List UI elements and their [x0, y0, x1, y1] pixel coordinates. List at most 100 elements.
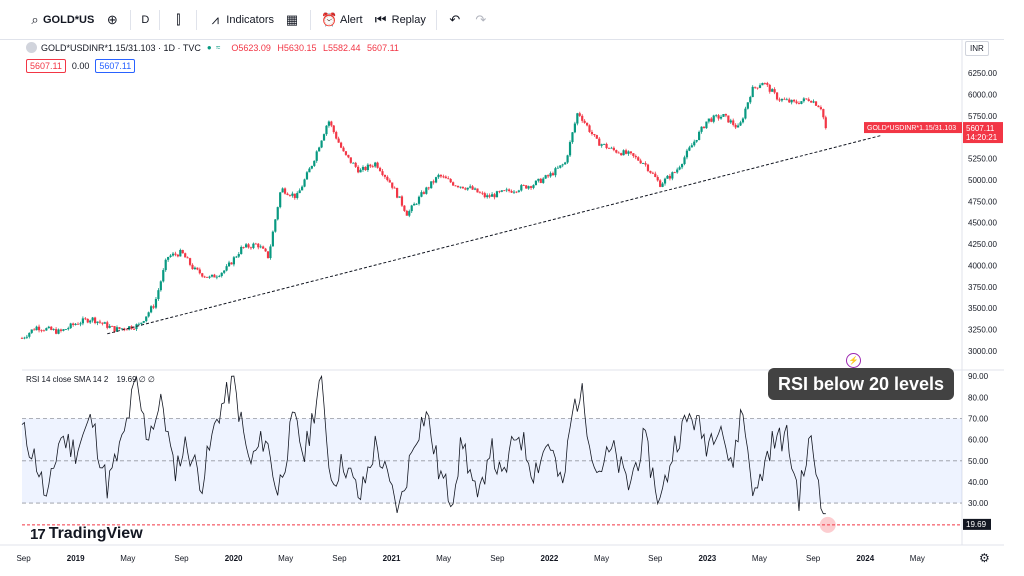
price-tick-label: 3000.00: [968, 347, 997, 356]
trendline[interactable]: [107, 135, 882, 335]
candle-body: [415, 203, 418, 205]
candle-body: [651, 172, 654, 174]
candle-body: [283, 188, 287, 194]
candle-body: [67, 328, 70, 330]
candle-body: [488, 195, 491, 197]
redo-button[interactable]: ↷: [468, 6, 494, 34]
candle-body: [391, 182, 394, 188]
candle-body: [581, 115, 584, 121]
candle-body: [778, 99, 781, 101]
rsi-pane: [21, 374, 962, 533]
candle-body: [330, 121, 333, 126]
layouts-button[interactable]: ▦: [279, 6, 305, 34]
candle-body: [79, 323, 82, 325]
interval-button[interactable]: D: [136, 6, 154, 34]
candle-body: [125, 329, 128, 331]
candle-body: [802, 98, 805, 102]
candle-body: [279, 192, 282, 208]
candle-body: [142, 321, 145, 323]
candle-body: [522, 185, 525, 186]
candle-body: [59, 329, 63, 331]
candle-body: [403, 205, 406, 211]
rsi-last-value: 19.69: [966, 520, 987, 529]
indicators-button[interactable]: ⩘ Indicators: [202, 6, 279, 34]
candle-body: [174, 253, 177, 255]
last-price-value: 5607.11: [966, 124, 995, 133]
currency-label[interactable]: INR: [965, 41, 989, 56]
candle-body: [537, 178, 540, 181]
candle-body: [761, 83, 764, 86]
candle-body: [637, 157, 640, 161]
time-axis[interactable]: Sep 2019 May Sep 2020 May Sep 2021 May Sep 2022 May…: [0, 544, 1004, 563]
candle-body: [76, 323, 80, 325]
candle-body: [690, 145, 693, 148]
sell-price-box[interactable]: 5607.11: [26, 59, 66, 73]
candle-body: [147, 312, 150, 317]
candle-body: [227, 262, 231, 267]
rsi-tick-label: 60.00: [968, 436, 989, 445]
candle-body: [25, 336, 28, 338]
undo-button[interactable]: ↶: [442, 6, 468, 34]
candle-body: [169, 255, 172, 257]
candle-body: [505, 189, 508, 191]
candle-body: [576, 113, 579, 124]
candle-body: [710, 118, 713, 122]
tv-mark-icon: 17: [30, 525, 46, 543]
candle-body: [162, 270, 165, 282]
interval-label: D: [141, 13, 150, 26]
price-tick-label: 5750.00: [968, 112, 997, 121]
candle-body: [508, 189, 511, 192]
symbol-legend: GOLD*USDINR*1.15/31.103 · 1D · TVC ● ≈ O…: [26, 42, 403, 53]
symbol-search[interactable]: ⌕ GOLD*US: [22, 6, 99, 34]
candle-body: [400, 196, 404, 206]
lightning-icon[interactable]: ⚡: [846, 353, 861, 368]
candle-body: [800, 101, 803, 104]
candle-body: [566, 155, 569, 163]
candle-body: [447, 178, 450, 180]
candle-body: [532, 185, 535, 188]
price-tick-label: 5250.00: [968, 155, 997, 164]
candle-body: [439, 174, 443, 177]
rsi-axis[interactable]: 30.00 40.00 50.00 60.00 70.00 80.00 90.00 19.69: [963, 372, 991, 530]
candle-body: [822, 109, 825, 118]
alert-label: Alert: [340, 13, 363, 26]
candle-body: [529, 186, 533, 188]
buy-price-box[interactable]: 5607.11: [95, 59, 136, 73]
candle-body: [768, 84, 771, 92]
time-tick-label: May: [120, 554, 135, 563]
candle-body: [705, 121, 708, 129]
price-axis[interactable]: 3000.00 3250.00 3500.00 3750.00 4000.00 4250.…: [864, 69, 1003, 356]
time-tick-label: Sep: [806, 554, 821, 563]
chart-type-button[interactable]: ⫿: [165, 6, 191, 34]
candle-body: [320, 140, 323, 148]
ohlc-values: O5623.09 H5630.15 L5582.44 5607.11: [231, 43, 403, 53]
rsi-last-marker: [819, 516, 836, 533]
settings-gear-icon[interactable]: ⚙: [979, 551, 990, 565]
candle-body: [783, 98, 786, 100]
compare-button[interactable]: ⊕: [99, 6, 125, 34]
candle-body: [668, 175, 671, 179]
candle-body: [417, 196, 421, 204]
candle-body: [184, 253, 187, 258]
candle-body: [739, 122, 742, 126]
candle-body: [434, 177, 438, 183]
alert-button[interactable]: ⏰ Alert: [316, 6, 368, 34]
candle-body: [269, 246, 272, 259]
candle-body: [500, 190, 503, 192]
time-tick-label: 2022: [541, 554, 559, 563]
candle-body: [615, 150, 618, 153]
candle-body: [50, 326, 53, 330]
replay-button[interactable]: ⏮ Replay: [368, 6, 431, 34]
candle-body: [237, 254, 240, 257]
market-status-icon[interactable]: ● ≈: [206, 43, 222, 52]
rsi-tick-label: 50.00: [968, 457, 989, 466]
chart-canvas[interactable]: 3000.00 3250.00 3500.00 3750.00 4000.00 4250.…: [0, 40, 1004, 576]
candle-body: [393, 187, 396, 189]
candle-body: [793, 99, 796, 102]
candle-body: [656, 177, 659, 181]
candle-body: [186, 257, 189, 259]
high-value: H5630.15: [277, 42, 317, 53]
candle-body: [758, 85, 762, 88]
candle-body: [167, 256, 170, 260]
rsi-legend-label: RSI 14 close SMA 14 2: [26, 375, 109, 384]
